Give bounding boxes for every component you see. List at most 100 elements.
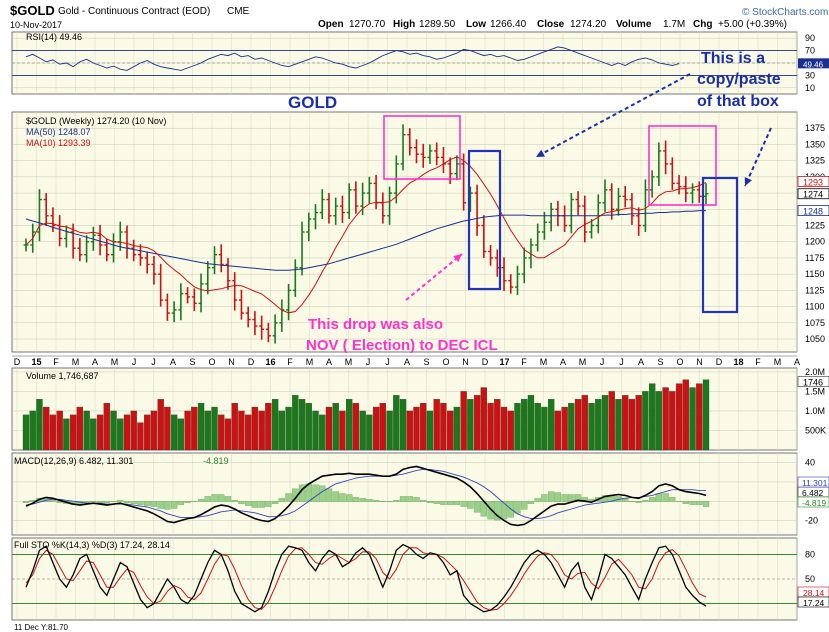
x-axis-label: 15 (31, 357, 41, 367)
x-axis-label: S (657, 357, 663, 367)
x-axis-label: A (560, 357, 566, 367)
arrow-to-drop-head (453, 254, 462, 263)
macd-line (25, 465, 707, 527)
volume-bar (177, 418, 185, 451)
stockcharts-credit: © StockCharts.com (742, 7, 828, 18)
price-bar (212, 246, 218, 275)
price-bar (400, 124, 406, 171)
volume-bar (406, 410, 413, 451)
price-tick-label: 1125 (805, 285, 824, 295)
volume-bar (157, 399, 164, 451)
volume-bar (500, 406, 508, 451)
volume-bar (440, 402, 447, 451)
price-bar (339, 195, 345, 223)
x-axis-label: F (521, 357, 527, 367)
price-value-tag (797, 188, 829, 200)
volume-bar (642, 391, 649, 451)
high-label: High (393, 19, 415, 30)
macd-histogram-bar (440, 501, 447, 505)
x-axis-label: M (72, 357, 80, 367)
volume-bar (76, 406, 84, 451)
price-bar (43, 193, 49, 227)
volume-bar (49, 414, 57, 451)
macd-histogram-bar (224, 496, 232, 502)
volume-bar (413, 406, 420, 451)
macd-histogram-bar (386, 501, 393, 502)
macd-histogram-bar (184, 501, 191, 503)
x-axis-label: D (14, 357, 21, 367)
volume-bar (144, 414, 151, 451)
volume-bar (514, 402, 521, 451)
macd-histogram-bar (689, 501, 696, 505)
price-bar (481, 215, 487, 258)
price-bar (535, 223, 541, 252)
macd-histogram-bar (123, 501, 131, 503)
volume-bar (184, 410, 191, 451)
volume-bar (285, 406, 292, 451)
macd-histogram-bar (103, 501, 110, 503)
magenta-box-2017-peak (383, 115, 461, 180)
macd-hist-legend: -4.819 (203, 456, 229, 466)
price-bar (609, 183, 615, 220)
volume-bar (191, 406, 198, 451)
macd-histogram-bar (218, 494, 225, 502)
macd-histogram-bar (96, 501, 104, 503)
macd-histogram-bar (642, 500, 649, 502)
price-tick-label: 1100 (805, 302, 824, 312)
volume-bar (298, 399, 306, 451)
price-bar (541, 211, 547, 240)
macd-signal-line (25, 468, 706, 520)
stochastic-value-tag (797, 596, 829, 608)
volume-bar (655, 391, 663, 451)
volume-bar (689, 387, 696, 451)
arrow-to-projection-box-head (744, 177, 752, 186)
macd-histogram-bar (258, 501, 265, 508)
price-bar (589, 219, 595, 239)
x-axis-label: A (170, 357, 176, 367)
volume-bar (696, 383, 703, 451)
macd-value-tag-text: -4.819 (802, 498, 826, 508)
volume-bar (96, 414, 104, 451)
macd-histogram-bar (372, 500, 380, 502)
macd-histogram-bar (514, 501, 521, 514)
x-axis-label: S (189, 357, 195, 367)
x-axis-label: J (385, 357, 390, 367)
x-axis-label: F (287, 357, 293, 367)
macd-histogram-bar (473, 501, 481, 513)
price-value-tag-text: 1293 (803, 177, 823, 187)
high-value: 1289.50 (419, 19, 456, 30)
magenta-box-recent-peak (648, 125, 717, 206)
price-bar (434, 142, 440, 166)
volume-bar (702, 379, 710, 451)
price-tick-label: 1225 (805, 221, 825, 231)
volume-bar (494, 399, 501, 451)
x-axis-label: S (423, 357, 429, 367)
price-bar (373, 174, 379, 210)
macd-histogram-bar (49, 500, 57, 502)
price-bar (319, 189, 325, 220)
price-bar (265, 322, 271, 343)
macd-histogram-bar (130, 501, 137, 504)
price-value-tag (797, 176, 829, 187)
stochastic-value-tag-text: 17.24 (803, 598, 825, 608)
volume-bar (197, 402, 205, 451)
price-bar (669, 157, 675, 190)
macd-histogram-bar (628, 501, 636, 502)
x-axis-label: A (794, 357, 800, 367)
price-bar (488, 244, 494, 266)
copy-paste-line-1: This is a (701, 50, 765, 67)
volume-bar (231, 402, 238, 451)
volume-value-tag (797, 376, 829, 387)
macd-histogram-bar (635, 501, 642, 503)
price-bar (326, 193, 332, 224)
price-bar (676, 174, 682, 195)
volume-bar (137, 422, 144, 451)
volume-bar (164, 406, 171, 451)
macd-histogram-bar (197, 499, 205, 502)
volume-bar (292, 395, 299, 451)
volume-bar (352, 402, 360, 451)
price-bar (252, 311, 258, 336)
copy-paste-line-2: copy/paste (697, 71, 781, 88)
macd-histogram-bar (346, 494, 353, 502)
macd-histogram-bar (702, 501, 710, 507)
